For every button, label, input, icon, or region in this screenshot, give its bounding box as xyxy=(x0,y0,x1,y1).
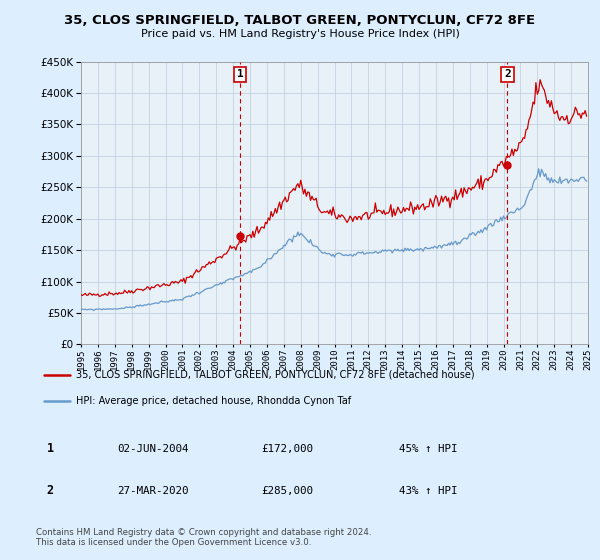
Text: £172,000: £172,000 xyxy=(261,444,313,454)
Text: 2: 2 xyxy=(504,69,511,80)
Text: 45% ↑ HPI: 45% ↑ HPI xyxy=(399,444,458,454)
Text: 1: 1 xyxy=(47,442,54,455)
Text: Price paid vs. HM Land Registry's House Price Index (HPI): Price paid vs. HM Land Registry's House … xyxy=(140,29,460,39)
Text: 02-JUN-2004: 02-JUN-2004 xyxy=(117,444,188,454)
Text: Contains HM Land Registry data © Crown copyright and database right 2024.
This d: Contains HM Land Registry data © Crown c… xyxy=(36,528,371,547)
Text: 1: 1 xyxy=(237,69,244,80)
Text: £285,000: £285,000 xyxy=(261,486,313,496)
Text: 35, CLOS SPRINGFIELD, TALBOT GREEN, PONTYCLUN, CF72 8FE (detached house): 35, CLOS SPRINGFIELD, TALBOT GREEN, PONT… xyxy=(76,370,474,380)
Text: 27-MAR-2020: 27-MAR-2020 xyxy=(117,486,188,496)
Text: HPI: Average price, detached house, Rhondda Cynon Taf: HPI: Average price, detached house, Rhon… xyxy=(76,396,351,406)
Text: 2: 2 xyxy=(47,484,54,497)
Text: 43% ↑ HPI: 43% ↑ HPI xyxy=(399,486,458,496)
Text: 35, CLOS SPRINGFIELD, TALBOT GREEN, PONTYCLUN, CF72 8FE: 35, CLOS SPRINGFIELD, TALBOT GREEN, PONT… xyxy=(64,14,536,27)
